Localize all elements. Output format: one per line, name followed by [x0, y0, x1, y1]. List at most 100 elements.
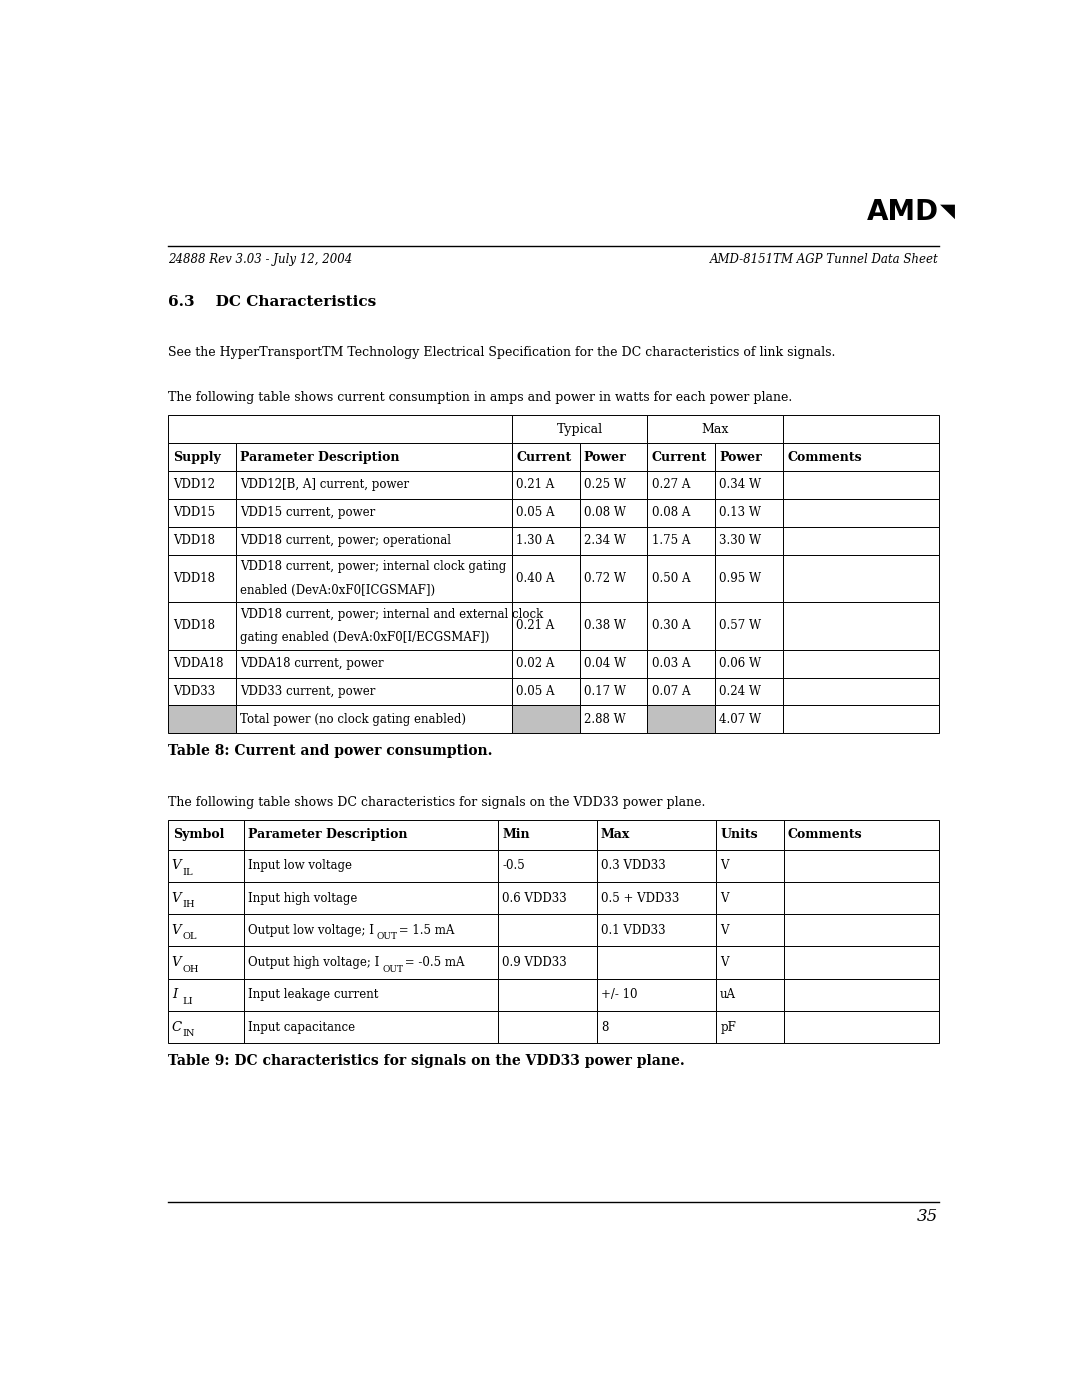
Text: Comments: Comments	[787, 450, 862, 464]
Text: 0.21 A: 0.21 A	[516, 478, 554, 492]
Bar	[168, 705, 237, 733]
Bar	[237, 527, 512, 555]
Bar	[716, 849, 784, 882]
Bar	[715, 602, 783, 650]
Text: 0.08 A: 0.08 A	[651, 507, 690, 520]
Text: +/- 10: +/- 10	[600, 988, 637, 1002]
Text: = -0.5 mA: = -0.5 mA	[402, 956, 464, 970]
Text: VDDA18: VDDA18	[173, 657, 224, 671]
Text: The following table shows current consumption in amps and power in watts for eac: The following table shows current consum…	[168, 391, 793, 404]
Text: V: V	[172, 891, 181, 904]
Text: VDD12: VDD12	[173, 478, 215, 492]
Bar	[244, 882, 498, 914]
Bar	[244, 979, 498, 1011]
Text: Parameter Description: Parameter Description	[241, 450, 400, 464]
Text: V: V	[172, 956, 181, 970]
Text: 2.34 W: 2.34 W	[584, 535, 626, 548]
Bar	[580, 499, 647, 527]
Bar	[512, 555, 580, 602]
Text: VDD18: VDD18	[173, 535, 215, 548]
Bar	[244, 1011, 498, 1044]
Bar	[784, 914, 939, 946]
Text: pF: pF	[720, 1021, 737, 1034]
Bar	[512, 678, 580, 705]
Text: 0.08 W: 0.08 W	[584, 507, 626, 520]
Text: V: V	[720, 956, 729, 970]
Bar	[237, 602, 512, 650]
Text: Input leakage current: Input leakage current	[248, 988, 378, 1002]
Bar	[716, 946, 784, 979]
Text: VDD12[B, A] current, power: VDD12[B, A] current, power	[241, 478, 409, 492]
Text: 0.5 + VDD33: 0.5 + VDD33	[600, 891, 679, 904]
Bar	[716, 979, 784, 1011]
Bar	[512, 602, 580, 650]
Text: 0.72 W: 0.72 W	[584, 571, 626, 585]
Bar	[512, 650, 580, 678]
Bar	[783, 415, 939, 443]
Bar	[647, 650, 715, 678]
Bar	[783, 555, 939, 602]
Text: Input low voltage: Input low voltage	[248, 859, 352, 872]
Bar	[784, 1011, 939, 1044]
Text: 24888 Rev 3.03 - July 12, 2004: 24888 Rev 3.03 - July 12, 2004	[168, 253, 353, 267]
Text: Max: Max	[600, 828, 631, 841]
Bar	[498, 849, 596, 882]
Bar	[512, 443, 580, 471]
Bar	[596, 979, 716, 1011]
Bar	[580, 705, 647, 733]
Bar	[580, 678, 647, 705]
Text: 0.3 VDD33: 0.3 VDD33	[600, 859, 665, 872]
Text: 0.40 A: 0.40 A	[516, 571, 555, 585]
Text: V: V	[172, 859, 181, 872]
Bar	[716, 882, 784, 914]
Text: 0.05 A: 0.05 A	[516, 507, 555, 520]
Bar	[783, 678, 939, 705]
Bar	[168, 678, 237, 705]
Text: 0.07 A: 0.07 A	[651, 685, 690, 698]
Bar	[647, 602, 715, 650]
Text: 0.05 A: 0.05 A	[516, 685, 555, 698]
Bar	[512, 705, 580, 733]
Text: See the HyperTransportTM Technology Electrical Specification for the DC characte: See the HyperTransportTM Technology Elec…	[168, 346, 836, 359]
Text: 0.38 W: 0.38 W	[584, 619, 626, 633]
Bar	[647, 471, 715, 499]
Bar	[168, 443, 237, 471]
Text: VDD18 current, power; internal clock gating: VDD18 current, power; internal clock gat…	[241, 560, 507, 573]
Text: 0.25 W: 0.25 W	[584, 478, 626, 492]
Text: 0.27 A: 0.27 A	[651, 478, 690, 492]
Text: Power: Power	[719, 450, 762, 464]
Bar	[168, 527, 237, 555]
Bar	[783, 499, 939, 527]
Bar	[580, 471, 647, 499]
Text: IL: IL	[183, 868, 193, 877]
Text: VDD15: VDD15	[173, 507, 215, 520]
Bar	[512, 499, 580, 527]
Text: ◣: ◣	[941, 201, 955, 221]
Text: 0.03 A: 0.03 A	[651, 657, 690, 671]
Text: 0.50 A: 0.50 A	[651, 571, 690, 585]
Text: Symbol: Symbol	[173, 828, 224, 841]
Text: V: V	[720, 923, 729, 937]
Bar	[784, 979, 939, 1011]
Bar	[596, 820, 716, 849]
Text: Table 9: DC characteristics for signals on the VDD33 power plane.: Table 9: DC characteristics for signals …	[168, 1053, 685, 1069]
Bar	[237, 471, 512, 499]
Bar	[168, 555, 237, 602]
Text: OH: OH	[183, 964, 199, 974]
Bar	[237, 705, 512, 733]
Text: VDD33: VDD33	[173, 685, 215, 698]
Text: uA: uA	[720, 988, 737, 1002]
Text: -0.5: -0.5	[502, 859, 525, 872]
Text: Parameter Description: Parameter Description	[248, 828, 407, 841]
Bar	[244, 946, 498, 979]
Text: 0.21 A: 0.21 A	[516, 619, 554, 633]
Bar	[237, 443, 512, 471]
Text: I: I	[172, 988, 177, 1002]
Bar	[237, 555, 512, 602]
Bar	[512, 471, 580, 499]
Text: enabled (DevA:0xF0[ICGSMAF]): enabled (DevA:0xF0[ICGSMAF])	[241, 584, 435, 597]
Bar	[783, 602, 939, 650]
Text: VDD33 current, power: VDD33 current, power	[241, 685, 376, 698]
Bar	[512, 527, 580, 555]
Bar	[498, 979, 596, 1011]
